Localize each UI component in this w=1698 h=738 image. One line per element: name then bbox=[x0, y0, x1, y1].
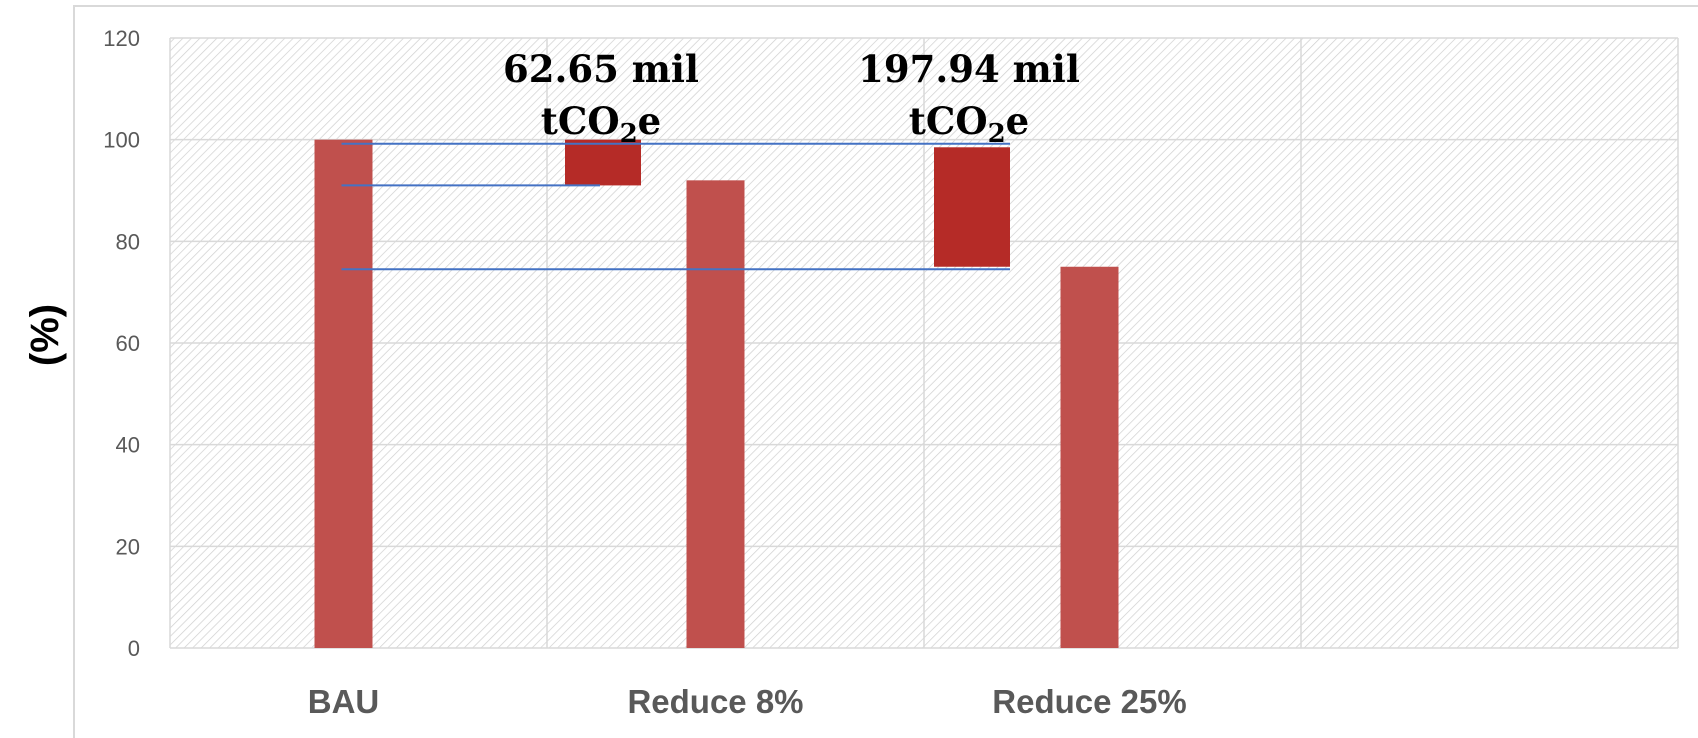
y-tick-label: 120 bbox=[103, 26, 140, 51]
reference-lines bbox=[341, 142, 1010, 271]
bars bbox=[314, 139, 1119, 649]
reduction-blocks bbox=[565, 139, 1010, 267]
x-category-label: Reduce 25% bbox=[992, 683, 1186, 720]
y-axis-ticks: 0 20 40 60 80 100 120 bbox=[103, 26, 140, 661]
grid bbox=[169, 37, 1679, 649]
bar bbox=[314, 139, 373, 648]
reduction-label-amount: 62.65 mil bbox=[503, 47, 699, 91]
unit-subscript: 2 bbox=[988, 119, 1006, 149]
y-tick-label: 40 bbox=[116, 433, 140, 458]
bar bbox=[1060, 266, 1119, 648]
y-tick-label: 100 bbox=[103, 128, 140, 153]
y-tick-label: 80 bbox=[116, 229, 140, 254]
x-category-label: BAU bbox=[308, 683, 380, 720]
unit-tail: e bbox=[638, 99, 662, 143]
y-axis-label: (%) bbox=[23, 304, 67, 366]
y-tick-label: 60 bbox=[116, 331, 140, 356]
x-category-label: Reduce 8% bbox=[627, 683, 803, 720]
unit-subscript: 2 bbox=[620, 119, 638, 149]
y-tick-label: 0 bbox=[128, 636, 140, 661]
y-tick-label: 20 bbox=[116, 534, 140, 559]
reduction-block bbox=[934, 147, 1010, 267]
unit-main: tCO bbox=[541, 99, 620, 143]
unit-tail: e bbox=[1006, 99, 1030, 143]
reduction-label-unit: tCO2e bbox=[909, 99, 1029, 149]
reduction-label-amount: 197.94 mil bbox=[858, 47, 1080, 91]
x-axis-labels: BAU Reduce 8% Reduce 25% bbox=[308, 683, 1187, 720]
bar bbox=[686, 180, 745, 649]
unit-main: tCO bbox=[909, 99, 988, 143]
reduction-block bbox=[565, 139, 641, 186]
reduction-label-unit: tCO2e bbox=[541, 99, 661, 149]
